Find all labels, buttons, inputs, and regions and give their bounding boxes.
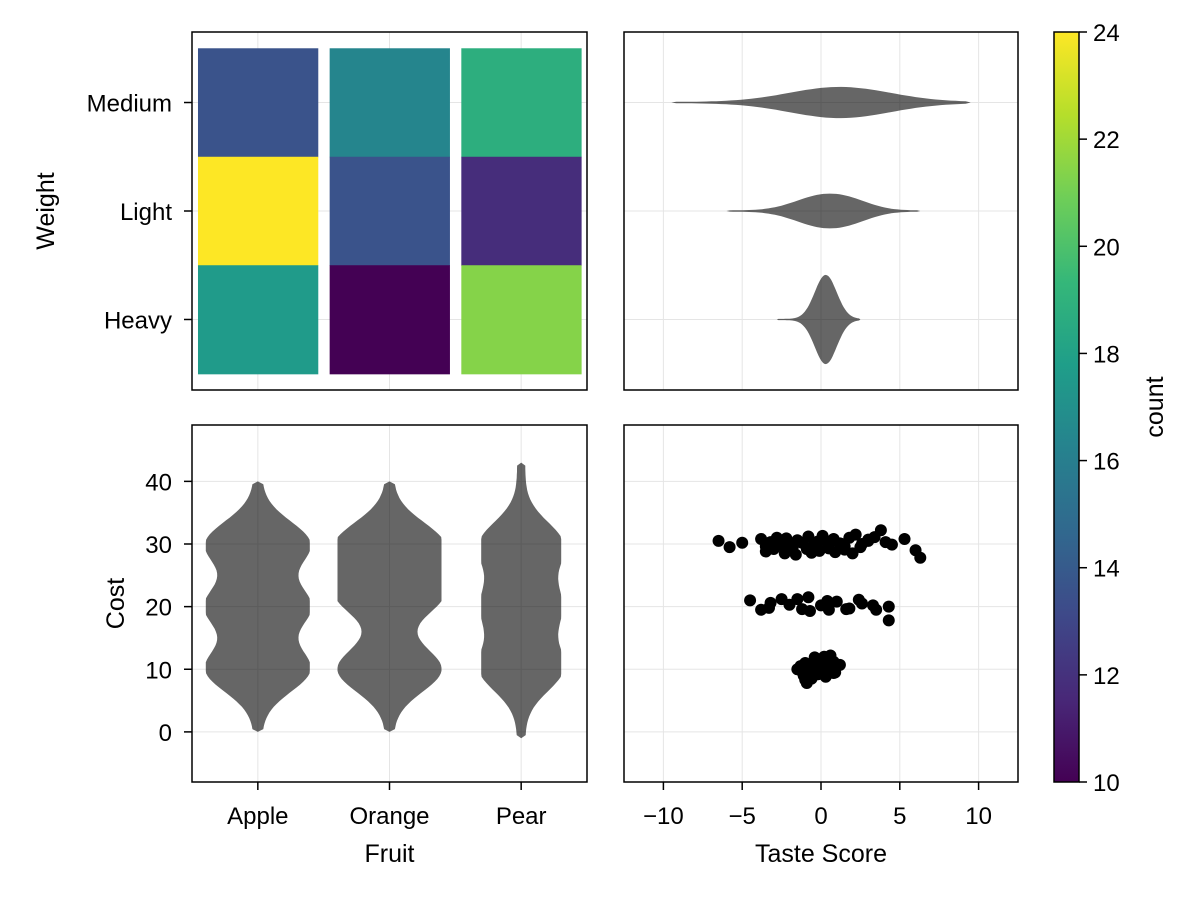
tick-label-medium: Medium [87, 91, 172, 118]
tick-label-pear: Pear [496, 803, 547, 830]
scatter-point-70 [852, 593, 865, 606]
heatmap-cell-orange-medium [329, 48, 450, 158]
scatter-point-49 [862, 534, 875, 547]
scatter-point-1 [712, 534, 725, 547]
colorbar-ticks: 10 12 14 16 18 20 22 24 [1079, 20, 1120, 797]
colorbar-tick-label-20: 20 [1093, 234, 1120, 261]
scatter-point-109 [824, 649, 837, 662]
scatter-points [712, 524, 927, 690]
colorbar-tick-label-10: 10 [1093, 770, 1120, 797]
scatter-point-33 [772, 538, 785, 550]
scatter-point-62 [882, 600, 895, 613]
scatter-point-65 [764, 596, 777, 609]
scatter-point-50 [744, 594, 757, 607]
scatter-point-25 [874, 524, 887, 537]
scatter-point-55 [802, 591, 815, 604]
heatmap-cell-orange-heavy [329, 265, 450, 375]
tick-label-y-20: 20 [145, 595, 172, 622]
violin-apple [205, 481, 310, 732]
colorbar-tick-label-16: 16 [1093, 449, 1120, 476]
heatmap-cell-orange-light [329, 156, 450, 266]
scatter-point-2 [723, 541, 736, 554]
vertical-violin-panel: 0 10 20 30 40 Apple Orange Pear Fruit Cost [102, 424, 588, 868]
heatmap-panel: Medium Light Heavy Weight [32, 31, 588, 391]
tick-label-heavy: Heavy [104, 307, 172, 334]
fruit-x-axis-label: Fruit [365, 840, 415, 868]
scatter-point-58 [830, 595, 843, 608]
scatter-point-21 [849, 528, 862, 541]
tick-label-x-10: 10 [965, 803, 992, 830]
horizontal-violin-panel [623, 31, 1019, 391]
colorbar-tick-label-12: 12 [1093, 663, 1120, 690]
heatmap-cell-pear-medium [461, 48, 582, 158]
scatter-point-66 [791, 593, 804, 606]
scatter-point-63 [882, 614, 895, 627]
scatter-point-69 [840, 603, 853, 616]
scatter-point-28 [898, 532, 911, 545]
vertical-violin-ticks: 0 10 20 30 40 Apple Orange Pear [145, 469, 546, 830]
taste-score-x-axis-label: Taste Score [755, 840, 887, 868]
heatmap-cell-pear-heavy [461, 265, 582, 375]
violin-pear [481, 462, 562, 739]
violin-medium [671, 86, 971, 119]
scatter-ticks: −10 −5 0 5 10 [643, 782, 992, 830]
scatter-point-71 [867, 599, 880, 612]
colorbar-gradient [1053, 31, 1080, 783]
scatter-point-44 [829, 546, 842, 559]
heatmap-cell-apple-light [197, 156, 319, 266]
tick-label-x--10: −10 [643, 803, 684, 830]
colorbar-label: count [1141, 376, 1169, 437]
tick-label-y-0: 0 [159, 720, 172, 747]
scatter-point-41 [813, 544, 826, 557]
colorbar-tick-label-24: 24 [1093, 20, 1120, 47]
cost-y-axis-label: Cost [102, 578, 130, 629]
heatmap-y-axis-label: Weight [32, 172, 60, 249]
horizontal-violin-shapes [671, 86, 971, 365]
scatter-point-105 [805, 672, 818, 685]
tick-label-y-40: 40 [145, 469, 172, 496]
tick-label-apple: Apple [227, 803, 288, 830]
scatter-point-107 [815, 656, 827, 669]
scatter-point-108 [819, 670, 832, 683]
scatter-panel: −10 −5 0 5 10 Taste Score [623, 424, 1019, 868]
tick-label-orange: Orange [349, 803, 429, 830]
heatmap-cell-apple-medium [197, 48, 319, 158]
tick-label-x-0: 0 [814, 803, 827, 830]
colorbar-tick-label-22: 22 [1093, 127, 1120, 154]
tick-label-light: Light [120, 199, 172, 226]
colorbar-tick-label-18: 18 [1093, 341, 1120, 368]
tick-label-y-10: 10 [145, 657, 172, 684]
heatmap-cell-pear-light [461, 156, 582, 266]
scatter-point-67 [803, 605, 816, 618]
scatter-point-68 [821, 594, 834, 607]
violin-heavy [776, 274, 861, 365]
scatter-point-27 [885, 538, 898, 551]
violin-orange [337, 481, 442, 732]
tick-label-x--5: −5 [729, 803, 756, 830]
scatter-point-36 [789, 548, 802, 561]
tick-label-y-30: 30 [145, 532, 172, 559]
scatter-point-30 [914, 551, 927, 564]
vertical-violin-shapes [205, 462, 562, 739]
colorbar: 10 12 14 16 18 20 22 24 count [1053, 20, 1169, 797]
violin-light [726, 193, 921, 229]
heatmap-ticks: Medium Light Heavy [87, 91, 192, 334]
colorbar-tick-label-14: 14 [1093, 556, 1120, 583]
horizontal-violin-frame [623, 31, 1019, 391]
scatter-point-3 [736, 536, 749, 549]
heatmap-cell-apple-heavy [197, 265, 319, 375]
tick-label-x-5: 5 [893, 803, 906, 830]
scatter-point-64 [755, 603, 768, 616]
heatmap-cells [197, 48, 582, 375]
